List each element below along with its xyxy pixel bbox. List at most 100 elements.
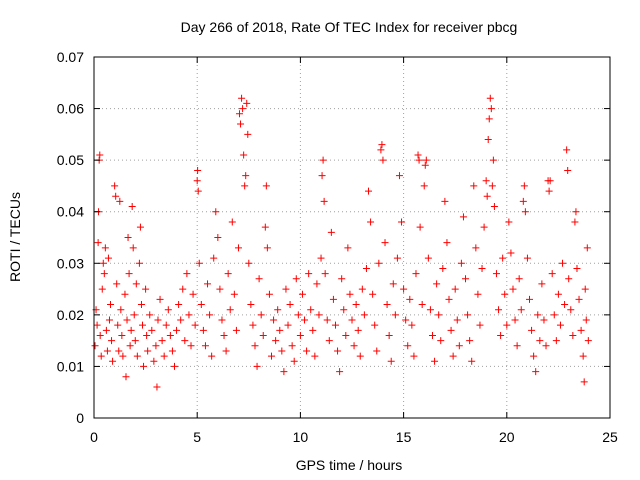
data-point bbox=[226, 306, 234, 314]
data-point bbox=[545, 187, 553, 195]
data-point bbox=[412, 270, 420, 278]
data-point bbox=[290, 357, 298, 365]
data-point bbox=[503, 321, 511, 329]
data-point bbox=[509, 285, 517, 293]
data-point bbox=[340, 306, 348, 314]
data-point bbox=[464, 311, 472, 319]
data-point bbox=[179, 285, 187, 293]
data-point bbox=[183, 270, 191, 278]
data-point bbox=[249, 321, 257, 329]
x-tick-label: 10 bbox=[293, 429, 309, 445]
data-point bbox=[420, 182, 428, 190]
data-point bbox=[492, 270, 500, 278]
data-point bbox=[552, 337, 560, 345]
data-point bbox=[515, 275, 523, 283]
data-point bbox=[156, 295, 164, 303]
data-point bbox=[236, 110, 244, 118]
data-point bbox=[286, 301, 294, 309]
data-point bbox=[166, 331, 174, 339]
data-point bbox=[117, 306, 125, 314]
data-point bbox=[115, 347, 123, 355]
y-tick-label: 0.07 bbox=[57, 49, 84, 65]
data-point bbox=[218, 316, 226, 324]
data-point bbox=[126, 342, 134, 350]
data-point bbox=[391, 311, 399, 319]
data-point bbox=[418, 301, 426, 309]
data-point bbox=[93, 321, 101, 329]
data-point bbox=[303, 347, 311, 355]
data-point bbox=[135, 259, 143, 267]
data-point bbox=[276, 326, 284, 334]
data-point bbox=[206, 311, 214, 319]
data-point bbox=[148, 326, 156, 334]
data-point bbox=[426, 306, 434, 314]
data-point bbox=[360, 311, 368, 319]
data-point bbox=[476, 321, 484, 329]
data-point bbox=[259, 331, 267, 339]
data-point bbox=[136, 223, 144, 231]
data-point bbox=[307, 306, 315, 314]
data-point bbox=[158, 337, 166, 345]
data-point bbox=[478, 264, 486, 272]
data-point bbox=[146, 311, 154, 319]
data-point bbox=[338, 275, 346, 283]
data-point bbox=[100, 270, 108, 278]
data-point bbox=[519, 197, 527, 205]
data-point bbox=[550, 311, 558, 319]
data-point bbox=[97, 352, 105, 360]
data-point bbox=[131, 337, 139, 345]
data-point bbox=[325, 337, 333, 345]
data-point bbox=[367, 218, 375, 226]
data-point bbox=[305, 270, 313, 278]
data-point bbox=[154, 316, 162, 324]
data-point bbox=[468, 357, 476, 365]
data-point bbox=[559, 259, 567, 267]
data-point bbox=[323, 316, 331, 324]
data-point bbox=[342, 331, 350, 339]
data-point bbox=[433, 280, 441, 288]
y-tick-label: 0.01 bbox=[57, 358, 84, 374]
data-point bbox=[318, 172, 326, 180]
data-point bbox=[101, 244, 109, 252]
data-point bbox=[204, 280, 212, 288]
data-point bbox=[398, 218, 406, 226]
data-point bbox=[175, 301, 183, 309]
data-point bbox=[114, 321, 122, 329]
data-point bbox=[507, 249, 515, 257]
data-point bbox=[278, 347, 286, 355]
data-point bbox=[565, 275, 573, 283]
x-tick-label: 25 bbox=[602, 429, 618, 445]
data-point bbox=[369, 290, 377, 298]
data-point bbox=[358, 285, 366, 293]
data-point bbox=[495, 306, 503, 314]
data-point bbox=[199, 326, 207, 334]
data-point bbox=[111, 182, 119, 190]
data-point bbox=[373, 347, 381, 355]
data-point bbox=[554, 290, 562, 298]
data-point bbox=[327, 228, 335, 236]
data-point bbox=[112, 192, 120, 200]
data-point bbox=[98, 285, 106, 293]
data-point bbox=[150, 357, 158, 365]
data-point bbox=[352, 301, 360, 309]
data-point bbox=[222, 347, 230, 355]
data-point bbox=[189, 290, 197, 298]
y-tick-labels: 0 0.01 0.02 0.03 0.04 0.05 0.06 0.07 bbox=[57, 49, 84, 426]
data-point bbox=[532, 368, 540, 376]
data-point bbox=[119, 352, 127, 360]
data-point bbox=[459, 213, 467, 221]
data-point bbox=[474, 290, 482, 298]
data-point bbox=[414, 151, 422, 159]
data-point bbox=[497, 331, 505, 339]
data-point bbox=[319, 156, 327, 164]
data-point bbox=[381, 239, 389, 247]
data-point bbox=[173, 326, 181, 334]
data-point bbox=[194, 166, 202, 174]
data-point bbox=[234, 244, 242, 252]
data-point bbox=[197, 301, 205, 309]
grid-lines bbox=[94, 57, 610, 418]
data-point bbox=[214, 234, 222, 241]
data-point bbox=[262, 182, 270, 190]
y-tick-label: 0 bbox=[76, 410, 84, 426]
data-point bbox=[582, 316, 590, 324]
